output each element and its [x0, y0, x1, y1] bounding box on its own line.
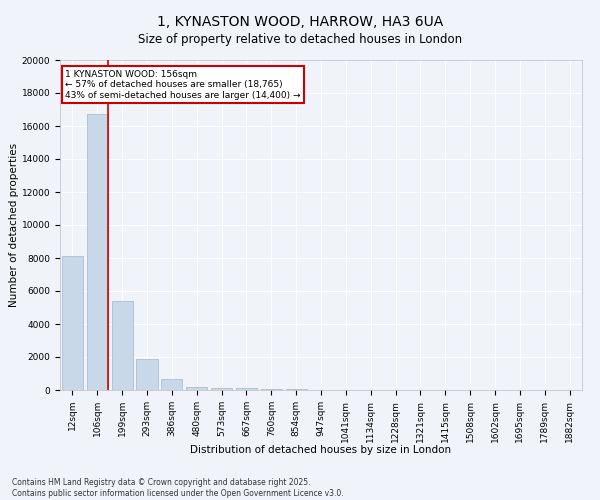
Bar [211, 388, 232, 390]
Bar [186, 386, 207, 390]
Bar [62, 256, 83, 390]
Bar [87, 114, 108, 390]
Bar [236, 388, 257, 390]
X-axis label: Distribution of detached houses by size in London: Distribution of detached houses by size … [190, 444, 452, 454]
Bar [161, 380, 182, 390]
Bar [286, 389, 307, 390]
Bar [112, 301, 133, 390]
Bar [136, 358, 158, 390]
Bar [261, 388, 282, 390]
Text: Size of property relative to detached houses in London: Size of property relative to detached ho… [138, 32, 462, 46]
Text: 1 KYNASTON WOOD: 156sqm
← 57% of detached houses are smaller (18,765)
43% of sem: 1 KYNASTON WOOD: 156sqm ← 57% of detache… [65, 70, 301, 100]
Text: 1, KYNASTON WOOD, HARROW, HA3 6UA: 1, KYNASTON WOOD, HARROW, HA3 6UA [157, 15, 443, 29]
Y-axis label: Number of detached properties: Number of detached properties [9, 143, 19, 307]
Text: Contains HM Land Registry data © Crown copyright and database right 2025.
Contai: Contains HM Land Registry data © Crown c… [12, 478, 344, 498]
